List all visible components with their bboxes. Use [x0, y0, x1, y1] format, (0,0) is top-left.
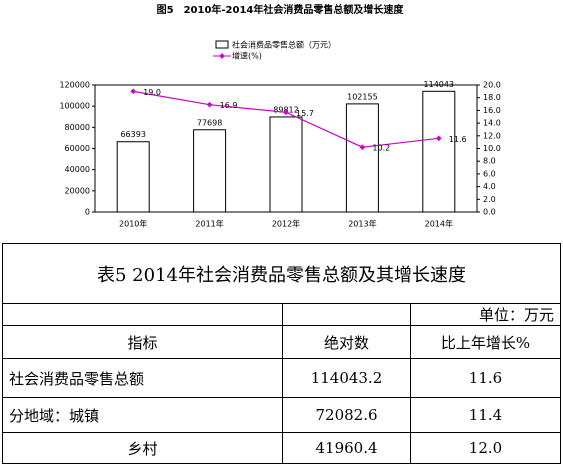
- x-tick-label: 2012年: [272, 219, 300, 229]
- cell: 11.4: [410, 397, 561, 433]
- cell: [2, 303, 283, 326]
- table-title: 表5 2014年社会消费品零售总额及其增长速度: [2, 243, 561, 304]
- y2-tick-label: 20.0: [483, 81, 501, 90]
- cell: 41960.4: [282, 432, 411, 464]
- line-marker: [435, 135, 442, 142]
- chart: 图5 2010年-2014年社会消费品零售总额及增长速度 社会消费品零售总额（万…: [59, 3, 501, 229]
- legend-swatch: [215, 40, 229, 49]
- y2-tick-label: 2.0: [483, 195, 496, 204]
- cell: 11.6: [410, 358, 561, 398]
- unit: 单位：万元: [410, 303, 561, 326]
- data-table: 表5 2014年社会消费品零售总额及其增长速度 单位：万元 指标 绝对数 比上年…: [2, 243, 561, 464]
- bar: [269, 116, 303, 213]
- bar: [193, 129, 227, 213]
- x-tick-label: 2013年: [348, 219, 376, 229]
- data-label: 10.2: [372, 144, 390, 153]
- data-label: 19.0: [143, 88, 161, 97]
- data-label: 66393: [120, 130, 145, 139]
- data-label: 77698: [197, 118, 222, 127]
- y2-tick-label: 14.0: [483, 119, 501, 128]
- cell: 乡村: [2, 432, 283, 464]
- y2-tick-label: 12.0: [483, 131, 501, 140]
- y-tick-label: 80000: [65, 123, 90, 132]
- cell: [282, 303, 411, 326]
- y-tick-label: 120000: [59, 81, 90, 90]
- data-label: 11.6: [449, 135, 467, 144]
- data-label: 114043: [424, 80, 455, 89]
- header-cell: 比上年增长%: [410, 325, 561, 359]
- bar: [116, 141, 150, 213]
- header-cell: 绝对数: [282, 325, 411, 359]
- line-marker: [206, 101, 213, 108]
- x-tick-label: 2014年: [425, 219, 453, 229]
- y2-tick-label: 4.0: [483, 182, 496, 191]
- data-label: 16.9: [220, 101, 238, 110]
- y2-tick-label: 8.0: [483, 157, 496, 166]
- legend-swatch: [219, 53, 225, 59]
- y-tick-label: 100000: [59, 102, 90, 111]
- y-tick-label: 40000: [65, 165, 90, 174]
- y2-tick-label: 6.0: [483, 169, 496, 178]
- y-tick-label: 0: [85, 208, 90, 217]
- line-marker: [130, 88, 137, 95]
- cell: 社会消费品零售总额: [2, 358, 283, 398]
- y2-tick-label: 16.0: [483, 106, 501, 115]
- cell: 114043.2: [282, 358, 411, 398]
- chart-title: 图5 2010年-2014年社会消费品零售总额及增长速度: [157, 3, 405, 16]
- cell: 72082.6: [282, 397, 411, 433]
- x-tick-label: 2010年: [119, 219, 147, 229]
- y-tick-label: 20000: [65, 186, 90, 195]
- y2-tick-label: 0.0: [483, 208, 496, 217]
- bar: [345, 103, 379, 213]
- y2-tick-label: 18.0: [483, 93, 501, 102]
- header-cell: 指标: [2, 325, 283, 359]
- data-label: 102155: [347, 92, 378, 101]
- cell: 12.0: [410, 432, 561, 464]
- data-label: 15.7: [296, 109, 314, 118]
- legend-label: 社会消费品零售总额（万元）: [232, 40, 336, 50]
- line-marker: [359, 144, 366, 151]
- x-tick-label: 2011年: [195, 219, 223, 229]
- legend-label: 增速(%): [232, 51, 262, 61]
- y-tick-label: 60000: [65, 144, 90, 153]
- cell: 分地域：城镇: [2, 397, 283, 433]
- y2-tick-label: 10.0: [483, 144, 501, 153]
- line-marker: [283, 109, 289, 116]
- bar: [422, 90, 456, 213]
